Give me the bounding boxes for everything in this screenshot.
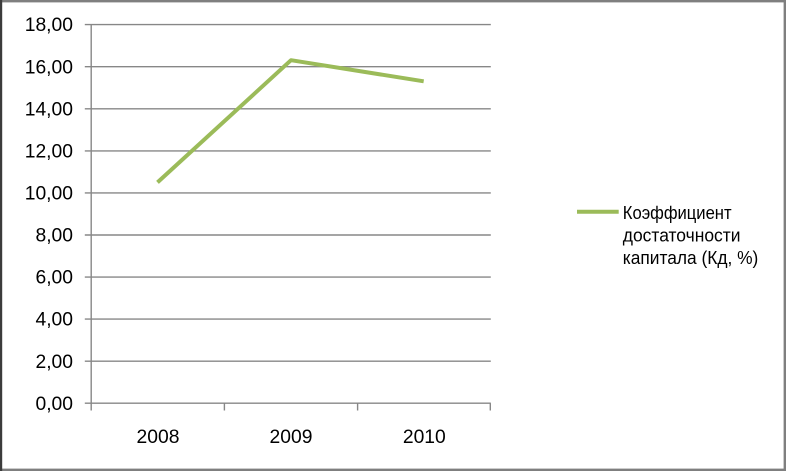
svg-text:2008: 2008 — [137, 427, 180, 448]
svg-text:18,00: 18,00 — [25, 15, 73, 36]
svg-text:4,00: 4,00 — [35, 310, 73, 331]
svg-text:Коэффициент: Коэффициент — [623, 202, 732, 223]
svg-text:достаточности: достаточности — [623, 225, 741, 246]
svg-text:16,00: 16,00 — [25, 57, 73, 78]
svg-text:12,00: 12,00 — [25, 142, 73, 163]
svg-text:14,00: 14,00 — [25, 99, 73, 120]
svg-text:6,00: 6,00 — [35, 268, 73, 289]
svg-text:0,00: 0,00 — [35, 394, 73, 415]
svg-text:капитала (Кд, %): капитала (Кд, %) — [623, 247, 759, 268]
svg-text:8,00: 8,00 — [35, 226, 73, 247]
svg-text:2,00: 2,00 — [35, 352, 73, 373]
svg-text:2009: 2009 — [270, 427, 313, 448]
svg-text:2010: 2010 — [403, 427, 446, 448]
svg-text:10,00: 10,00 — [25, 184, 73, 205]
